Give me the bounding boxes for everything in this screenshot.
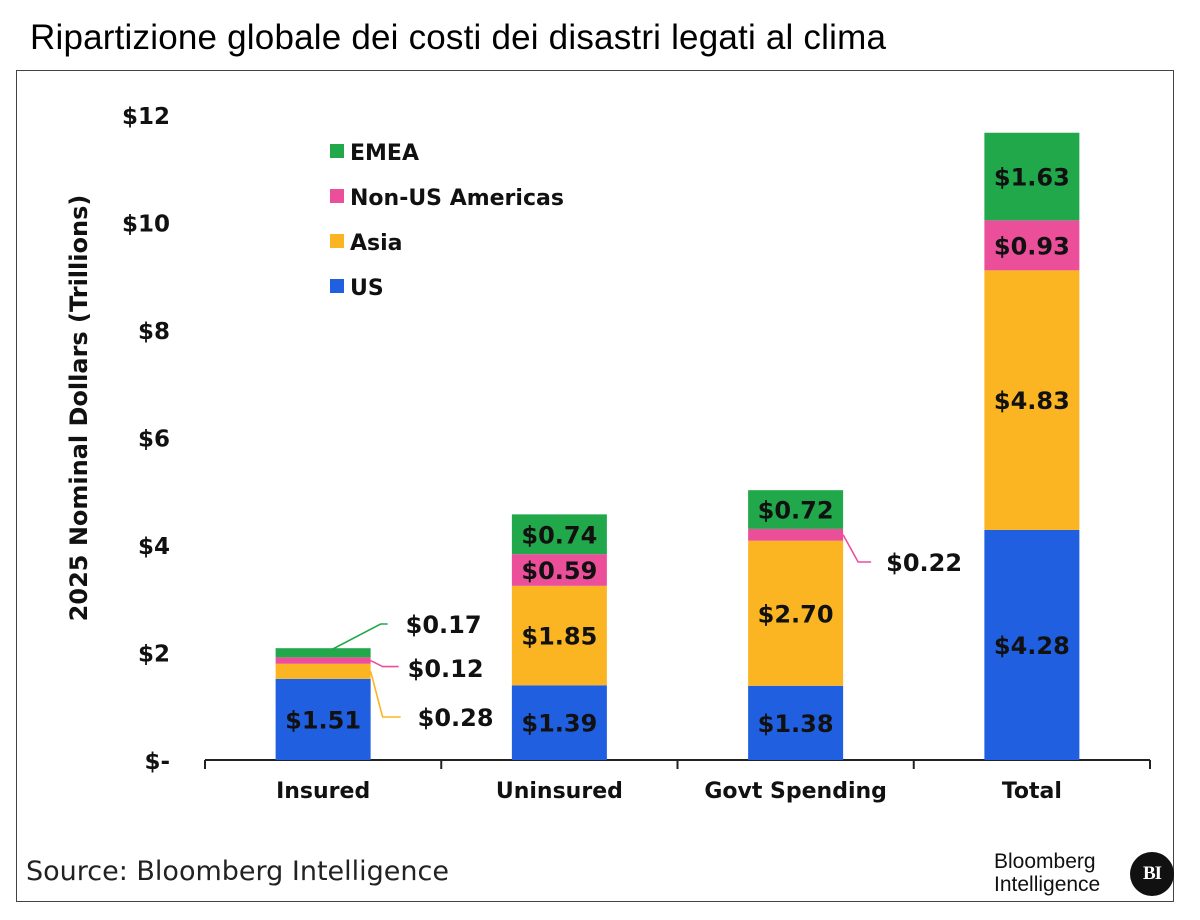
legend-label: EMEA xyxy=(350,141,419,166)
y-tick-label: $10 xyxy=(122,212,170,238)
data-label: $1.39 xyxy=(521,710,597,738)
data-label: $0.28 xyxy=(418,704,494,732)
bar-segment-us xyxy=(275,678,371,760)
y-tick-label: $2 xyxy=(138,642,170,668)
legend-swatch-non-us-americas xyxy=(330,189,344,203)
brand-line-2: Intelligence xyxy=(994,873,1101,896)
data-label: $4.83 xyxy=(994,387,1070,415)
x-tick-label: Uninsured xyxy=(496,779,623,804)
chart-title: Ripartizione globale dei costi dei disas… xyxy=(30,18,887,57)
data-label: $0.72 xyxy=(758,497,834,525)
bar-segment-emea xyxy=(748,490,844,529)
bar-segment-us xyxy=(748,685,844,760)
legend-label: Non-US Americas xyxy=(350,186,564,211)
bar-segment-emea xyxy=(511,514,607,555)
data-label: $0.12 xyxy=(408,655,484,683)
bar-segment-non-us-americas xyxy=(748,528,844,541)
bar-segment-us xyxy=(511,685,607,760)
brand-line-1: Bloomberg xyxy=(994,850,1096,873)
data-label: $0.93 xyxy=(994,232,1070,260)
data-label: $1.85 xyxy=(521,623,597,651)
data-label: $1.51 xyxy=(285,706,361,734)
y-tick-label: $12 xyxy=(122,104,170,130)
data-label: $2.70 xyxy=(758,600,834,628)
leader-line xyxy=(369,671,401,718)
legend-label: Asia xyxy=(350,231,403,256)
legend-swatch-asia xyxy=(330,234,344,248)
y-tick-label: $6 xyxy=(138,427,170,453)
bar-segment-asia xyxy=(275,663,371,679)
leader-line xyxy=(370,659,399,668)
bar-segment-emea xyxy=(984,132,1080,221)
brand-name: Bloomberg Intelligence xyxy=(994,850,1100,896)
bar-segment-asia xyxy=(984,270,1080,530)
data-label: $1.38 xyxy=(758,710,834,738)
x-tick-label: Total xyxy=(1002,779,1062,804)
data-label: $0.59 xyxy=(521,557,597,585)
data-label: $4.28 xyxy=(994,632,1070,660)
legend-label: US xyxy=(350,276,384,301)
bar-segment-non-us-americas xyxy=(275,657,371,664)
leader-line xyxy=(842,534,872,563)
y-axis-title: 2025 Nominal Dollars (Trillions) xyxy=(65,195,93,622)
bar-segment-non-us-americas xyxy=(984,220,1080,271)
bi-logo-icon: BI xyxy=(1130,852,1174,896)
data-label: $0.22 xyxy=(886,549,962,577)
bar-segment-asia xyxy=(748,540,844,686)
legend-swatch-us xyxy=(330,279,344,293)
y-tick-label: $- xyxy=(144,749,170,775)
x-tick-label: Insured xyxy=(276,779,370,804)
y-tick-label: $4 xyxy=(138,534,170,560)
x-tick-label: Govt Spending xyxy=(704,779,887,804)
data-label: $0.17 xyxy=(406,611,482,639)
y-tick-label: $8 xyxy=(138,319,170,345)
data-label: $1.63 xyxy=(994,164,1070,192)
bar-segment-emea xyxy=(275,648,371,658)
bar-segment-us xyxy=(984,529,1080,760)
source-note: Source: Bloomberg Intelligence xyxy=(26,856,449,887)
bar-segment-asia xyxy=(511,585,607,686)
leader-line xyxy=(325,623,388,654)
bar-segment-non-us-americas xyxy=(511,554,607,586)
data-label: $0.74 xyxy=(521,521,597,549)
legend-swatch-emea xyxy=(330,144,344,158)
chart-frame xyxy=(16,70,1174,902)
